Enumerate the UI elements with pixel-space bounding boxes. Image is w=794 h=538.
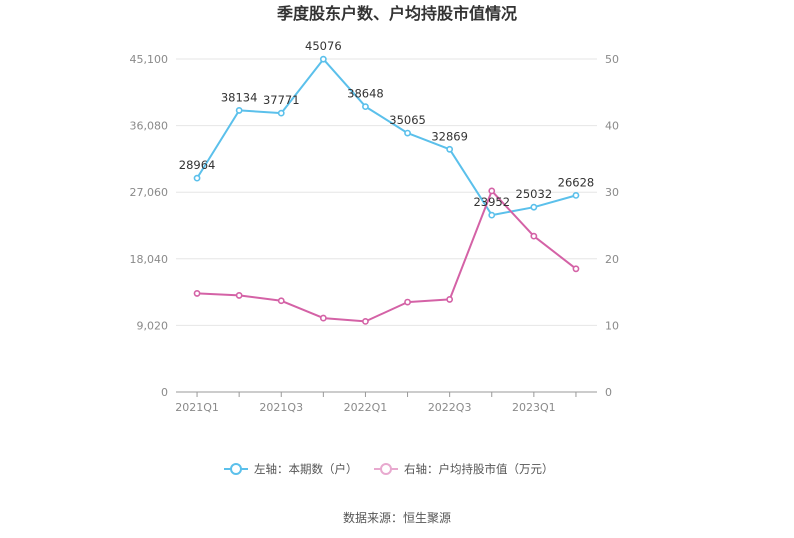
source-text: 数据来源：恒生聚源 <box>343 510 451 525</box>
series-0-point <box>277 109 285 117</box>
data-label: 45076 <box>305 39 342 53</box>
data-label: 37771 <box>263 93 300 107</box>
series-line-0 <box>196 58 577 217</box>
series-1-point <box>362 318 369 325</box>
legend-marker-1 <box>380 463 392 475</box>
series-0-point <box>446 145 454 153</box>
x-tick-label: 2022Q3 <box>428 401 472 414</box>
series-0-point <box>572 191 580 199</box>
series-1-point <box>404 298 411 306</box>
legend: 左轴：本期数（户） 右轴：户均持股市值（万元） <box>224 462 554 476</box>
series-1-point <box>277 297 285 305</box>
series-0-point <box>488 211 496 219</box>
left-tick-label: 9,020 <box>137 319 169 332</box>
right-tick-label: 50 <box>605 53 619 66</box>
series-0-point <box>362 103 369 111</box>
series-0-point <box>404 129 411 137</box>
x-tick-label: 2021Q3 <box>259 401 303 414</box>
series-layer <box>193 55 580 325</box>
left-tick-label: 27,060 <box>130 186 169 199</box>
data-label: 35065 <box>389 113 426 127</box>
series-1-point <box>446 296 454 303</box>
labels-layer: 28964 38134 37771 45076 38648 35065 32869 23952… <box>179 39 594 209</box>
series-1-point <box>319 314 327 322</box>
data-label: 26628 <box>558 175 595 189</box>
right-tick-label: 0 <box>605 386 612 399</box>
right-tick-label: 30 <box>605 186 619 199</box>
data-label: 32869 <box>431 129 468 143</box>
grid <box>176 58 597 326</box>
left-tick-label: 45,100 <box>130 53 169 66</box>
data-label: 25032 <box>516 187 553 201</box>
legend-label-0: 左轴：本期数（户） <box>254 462 358 476</box>
x-tick-label: 2023Q1 <box>512 401 556 414</box>
series-1-point <box>193 290 201 297</box>
x-tick-label: 2021Q1 <box>175 401 219 414</box>
right-tick-label: 20 <box>605 253 619 266</box>
chart-title: 季度股东户数、户均持股市值情况 <box>276 4 517 23</box>
legend-marker-0 <box>230 463 242 475</box>
series-line-1 <box>197 189 577 323</box>
data-label: 28964 <box>179 158 216 172</box>
data-label: 23952 <box>473 195 510 209</box>
series-1-point <box>235 292 243 299</box>
series-1-point <box>488 187 496 195</box>
series-0-point <box>319 55 327 63</box>
axes: 0 9,020 18,040 27,060 36,080 45,100 0 10 20 30 40 5… <box>130 53 620 414</box>
left-tick-label: 18,040 <box>130 253 169 266</box>
x-tick-label: 2022Q1 <box>344 401 388 414</box>
series-0-point <box>193 174 201 182</box>
right-tick-label: 40 <box>605 120 619 133</box>
right-tick-label: 10 <box>605 319 619 332</box>
series-1-point <box>572 265 580 273</box>
left-tick-label: 36,080 <box>130 120 169 133</box>
series-0-point <box>235 107 243 114</box>
data-label: 38648 <box>347 87 384 101</box>
data-label: 38134 <box>221 90 258 104</box>
series-1-point <box>530 232 538 240</box>
left-tick-label: 0 <box>161 386 168 399</box>
series-0-point <box>530 203 538 211</box>
legend-label-1: 右轴：户均持股市值（万元） <box>404 462 554 476</box>
